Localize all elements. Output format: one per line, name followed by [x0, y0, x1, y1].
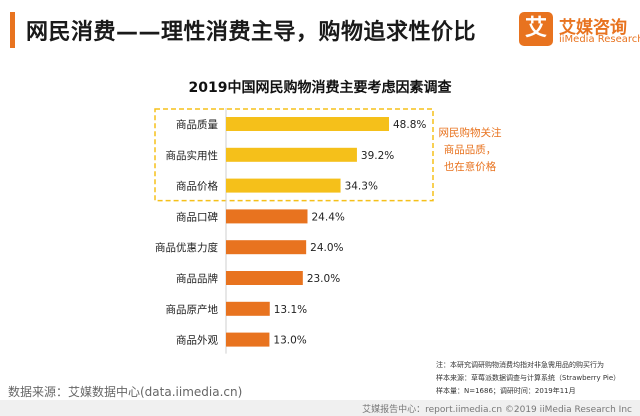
logo-name: 艾媒咨询: [559, 18, 627, 38]
value-label: 24.4%: [312, 211, 345, 223]
page-header: 网民消费——理性消费主导，购物追求性价比 艾 艾媒咨询 iiMedia Rese…: [0, 0, 640, 62]
category-label: 商品口碑: [176, 210, 218, 223]
highlight-box: [154, 108, 434, 202]
bar: [226, 147, 357, 162]
value-label: 23.0%: [307, 273, 340, 285]
category-label: 商品品牌: [176, 272, 218, 285]
bar: [226, 240, 307, 255]
value-label: 24.0%: [310, 242, 343, 254]
value-label: 13.1%: [274, 304, 307, 316]
category-label: 商品原产地: [166, 303, 219, 316]
note-line: 样本量：N=1686；调研时间：2019年11月: [436, 387, 576, 395]
category-label: 商品实用性: [166, 149, 219, 162]
footer-text: 艾媒报告中心：report.iimedia.cn ©2019 iiMedia R…: [362, 405, 632, 415]
bar: [226, 117, 389, 131]
methodology-note: 注：本研究调研购物消费均指对非急需用品的购买行为 样本来源：草莓派数据调查与计算…: [436, 359, 620, 398]
callout-text: 商品品质，: [444, 143, 497, 156]
bar: [226, 209, 308, 224]
data-source: 数据来源：艾媒数据中心(data.iimedia.cn): [8, 385, 243, 399]
logo-mark-icon: 艾: [519, 12, 553, 46]
page-title: 网民消费——理性消费主导，购物追求性价比: [26, 20, 477, 45]
bar: [226, 301, 270, 316]
callout-text: 也在意价格: [444, 160, 497, 173]
note-line: 注：本研究调研购物消费均指对非急需用品的购买行为: [436, 361, 604, 369]
note-line: 样本来源：草莓派数据调查与计算系统（Strawberry Pie）: [436, 374, 621, 382]
logo-subtitle: iiMedia Research: [559, 34, 640, 45]
value-label: 48.8%: [393, 119, 426, 131]
footer-bar: 艾媒报告中心：report.iimedia.cn ©2019 iiMedia R…: [0, 400, 640, 416]
callout-text: 网民购物关注: [439, 126, 502, 139]
iimedia-logo: 艾 艾媒咨询 iiMedia Research: [519, 12, 640, 52]
category-label: 商品优惠力度: [155, 241, 218, 254]
category-label: 商品价格: [176, 180, 218, 193]
bar: [226, 332, 270, 347]
header-accent-bar: [10, 12, 15, 48]
bar: [226, 178, 341, 193]
category-label: 商品外观: [176, 334, 218, 347]
bar: [226, 271, 303, 285]
value-label: 13.0%: [273, 335, 306, 347]
chart-title: 2019中国网民购物消费主要考虑因素调查: [188, 80, 452, 96]
value-label: 39.2%: [361, 150, 394, 162]
category-label: 商品质量: [176, 118, 218, 131]
bar-chart: 商品质量 48.8% 商品实用性 39.2% 商品价格 34.3% 商品口碑 24.4% 商品优…: [154, 108, 502, 354]
value-label: 34.3%: [345, 181, 378, 193]
